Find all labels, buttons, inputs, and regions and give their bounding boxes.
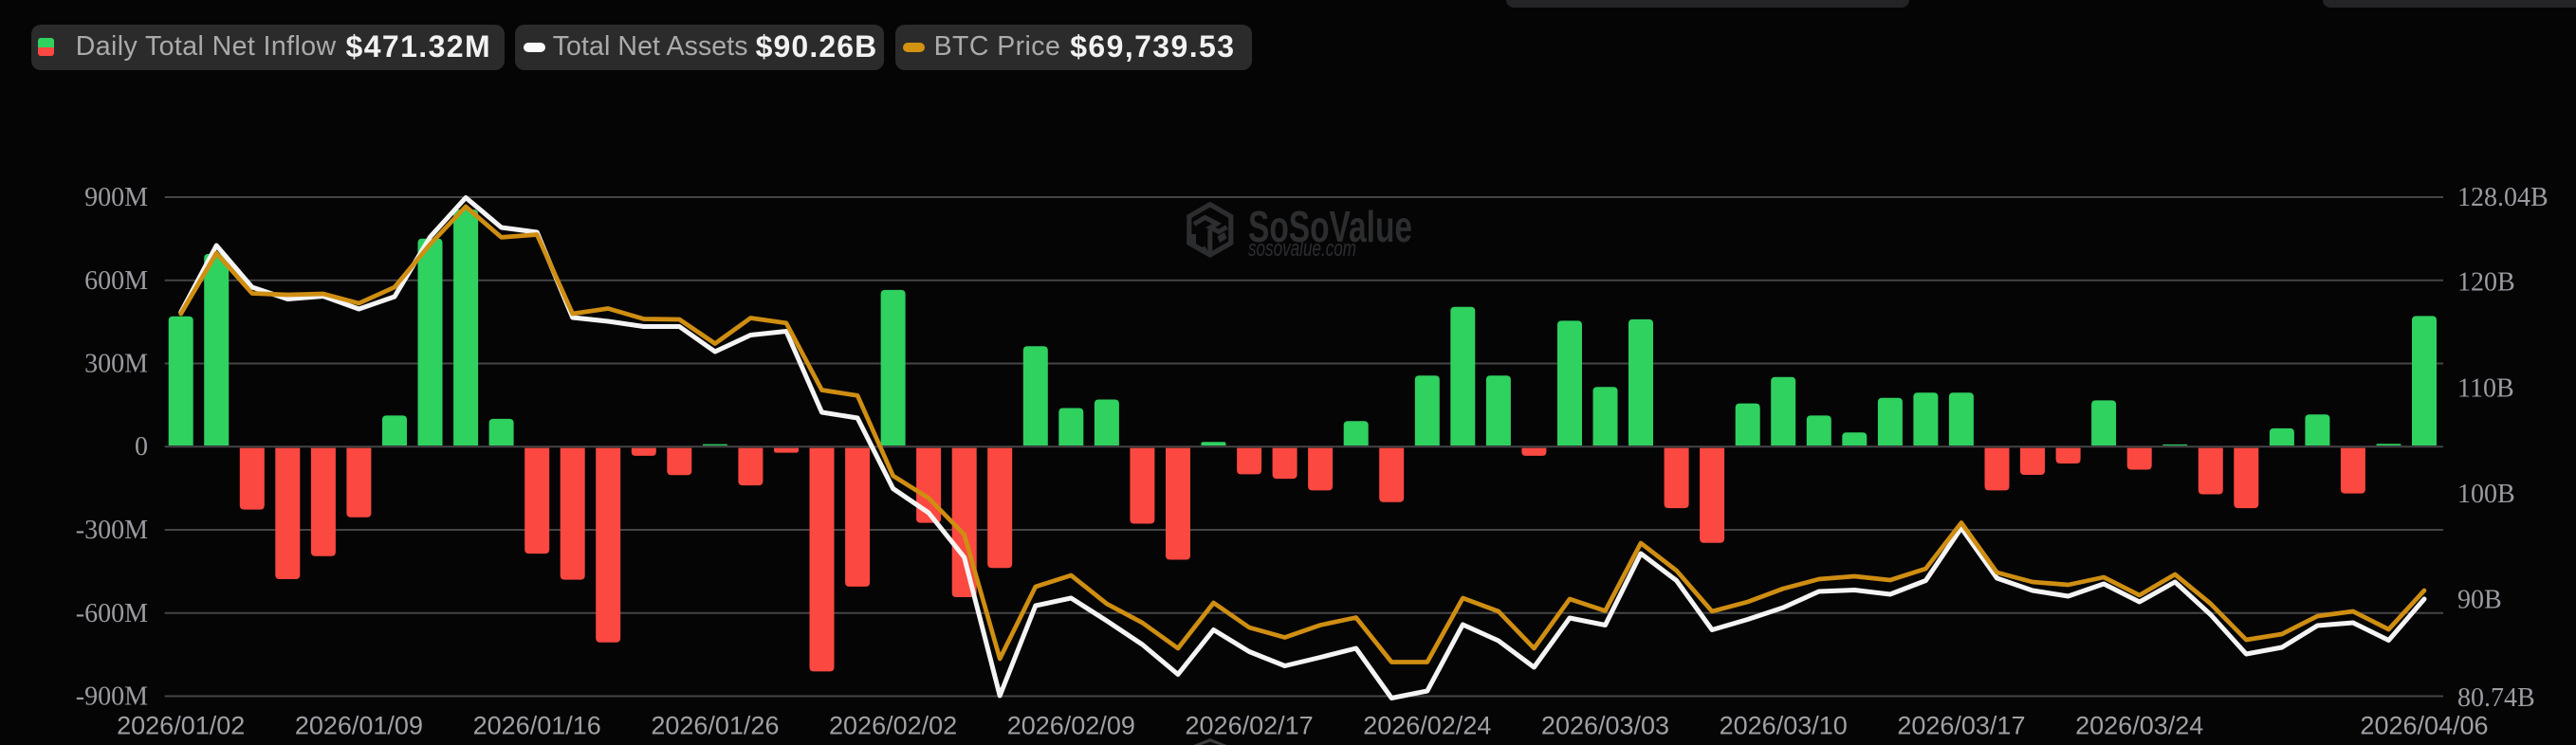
svg-text:2026/04/06: 2026/04/06 [2360, 712, 2488, 740]
svg-text:110B: 110B [2457, 373, 2514, 403]
svg-text:2026/02/24: 2026/02/24 [1363, 712, 1491, 740]
svg-text:2026/03/03: 2026/03/03 [1541, 712, 1669, 740]
svg-text:0: 0 [135, 432, 148, 462]
svg-text:2026/01/16: 2026/01/16 [473, 712, 601, 740]
svg-text:90B: 90B [2457, 585, 2502, 614]
svg-text:900M: 900M [84, 183, 148, 212]
svg-text:2026/01/02: 2026/01/02 [117, 712, 245, 740]
svg-text:2026/02/09: 2026/02/09 [1007, 712, 1135, 740]
svg-text:100B: 100B [2457, 480, 2515, 509]
svg-text:-300M: -300M [76, 516, 148, 545]
svg-text:2026/03/24: 2026/03/24 [2075, 712, 2203, 740]
svg-text:sosovalue.com: sosovalue.com [1248, 236, 1356, 262]
svg-text:600M: 600M [84, 266, 148, 296]
svg-text:-900M: -900M [76, 682, 148, 712]
svg-text:120B: 120B [2457, 268, 2515, 298]
svg-text:2026/02/02: 2026/02/02 [829, 712, 957, 740]
svg-text:300M: 300M [84, 350, 148, 379]
svg-text:2026/03/17: 2026/03/17 [1897, 712, 2025, 740]
svg-text:2026/01/09: 2026/01/09 [295, 712, 423, 740]
svg-text:2026/03/10: 2026/03/10 [1720, 712, 1848, 740]
svg-text:-600M: -600M [76, 599, 148, 628]
svg-text:80.74B: 80.74B [2457, 683, 2535, 713]
svg-text:2026/01/26: 2026/01/26 [651, 712, 779, 740]
svg-text:2026/02/17: 2026/02/17 [1186, 712, 1314, 740]
svg-text:128.04B: 128.04B [2457, 183, 2548, 212]
svg-text:SoSoValue: SoSoValue [1248, 202, 1412, 251]
